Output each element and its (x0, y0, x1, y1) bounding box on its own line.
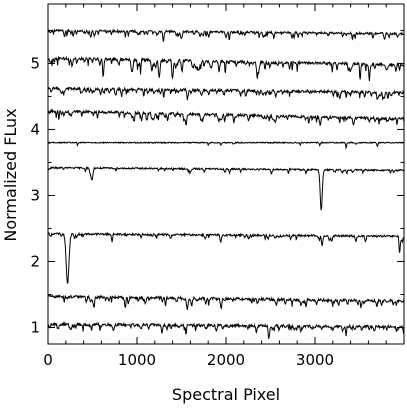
y-tick-label: 1 (30, 318, 40, 336)
y-axis-label: Normalized FLux (1, 108, 20, 241)
y-tick-label: 2 (30, 252, 40, 270)
plot-frame (47, 3, 405, 345)
x-tick-label: 2000 (207, 351, 245, 369)
spectrum-line (47, 141, 405, 150)
x-tick-label: 1000 (118, 351, 156, 369)
spectrum-line (47, 28, 405, 42)
x-tick-label: 0 (43, 351, 53, 369)
spectrum-line (47, 231, 405, 284)
spectrum-line (47, 85, 405, 101)
spectrum-line (47, 294, 405, 310)
spectra-series (47, 28, 405, 339)
spectrum-line (47, 321, 405, 339)
x-tick-label: 3000 (296, 351, 334, 369)
x-axis-label: Spectral Pixel (172, 385, 280, 404)
y-tick-label: 4 (30, 120, 40, 138)
spectrum-line (47, 55, 405, 82)
spectrum-line (47, 107, 405, 127)
spectrum-line (47, 165, 405, 211)
y-tick-label: 3 (30, 186, 40, 204)
tick-labels: 0 1000 2000 3000 1 2 3 4 5 (30, 54, 334, 369)
axis-ticks (47, 4, 405, 344)
y-tick-label: 5 (30, 54, 40, 72)
